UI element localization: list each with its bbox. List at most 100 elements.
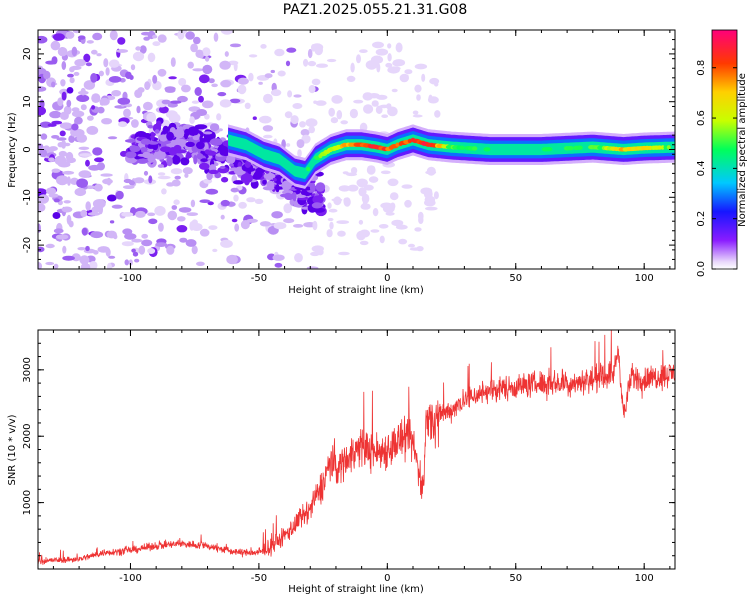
colorbar-tick-label: 0.6 — [696, 110, 707, 126]
noise-blob — [391, 88, 398, 93]
ridge-hotspot — [544, 147, 553, 152]
noise-blob — [380, 170, 391, 175]
noise-blob — [283, 203, 293, 214]
noise-blob — [345, 172, 358, 177]
noise-blob — [208, 225, 218, 231]
noise-blob — [150, 131, 155, 142]
noise-blob — [196, 141, 205, 150]
noise-blob — [85, 201, 91, 211]
noise-blob — [337, 230, 346, 237]
noise-blob — [154, 129, 160, 134]
noise-blob — [300, 129, 310, 136]
noise-blob — [113, 234, 118, 240]
noise-blob — [240, 173, 253, 184]
noise-blob — [157, 68, 167, 77]
x-tick-label: -100 — [119, 573, 142, 584]
noise-blob — [134, 258, 140, 263]
noise-blob — [296, 139, 305, 149]
noise-blob — [52, 212, 61, 219]
noise-blob — [61, 206, 73, 213]
noise-blob — [62, 245, 67, 254]
noise-blob — [133, 177, 145, 184]
noise-blob — [147, 124, 154, 129]
noise-blob — [108, 59, 120, 68]
noise-blob — [425, 170, 437, 175]
noise-blob — [371, 100, 379, 107]
noise-blob — [147, 212, 156, 217]
noise-blob — [404, 199, 412, 208]
noise-blob — [202, 100, 214, 109]
noise-blob — [398, 238, 408, 245]
noise-blob — [66, 214, 72, 225]
noise-blob — [208, 169, 219, 175]
noise-blob — [220, 30, 234, 35]
x-tick-label: 100 — [635, 573, 654, 584]
noise-blob — [312, 220, 318, 231]
noise-blob — [71, 123, 79, 131]
ridge-hotspot — [483, 147, 491, 152]
colorbar-label: Normalized spectral amplitude — [737, 73, 748, 227]
noise-blob — [140, 138, 151, 145]
noise-blob — [175, 137, 180, 142]
noise-blob — [199, 199, 211, 203]
noise-blob — [423, 189, 433, 199]
noise-blob — [71, 46, 78, 57]
noise-blob — [80, 104, 87, 111]
noise-blob — [238, 201, 247, 209]
noise-blob — [193, 36, 201, 45]
noise-blob — [115, 190, 124, 200]
noise-blob — [176, 225, 188, 233]
noise-blob — [45, 261, 55, 266]
y-tick-label: 1000 — [22, 490, 33, 515]
noise-blob — [143, 170, 149, 176]
noise-blob — [137, 87, 145, 93]
noise-blob — [131, 248, 136, 253]
noise-blob — [353, 99, 364, 104]
noise-blob — [307, 60, 317, 67]
noise-blob — [69, 66, 75, 73]
noise-blob — [153, 123, 161, 131]
noise-blob — [49, 110, 62, 119]
noise-blob — [340, 120, 349, 125]
noise-blob — [252, 174, 262, 180]
noise-blob — [359, 229, 370, 238]
noise-blob — [311, 202, 323, 209]
noise-blob — [336, 110, 343, 120]
noise-blob — [56, 234, 69, 240]
noise-blob — [171, 205, 178, 210]
noise-blob — [118, 121, 128, 128]
noise-blob — [81, 227, 88, 236]
noise-blob — [184, 128, 190, 135]
x-tick-label: -50 — [251, 573, 267, 584]
snr-y-label: SNR (10 * v/v) — [7, 414, 18, 485]
noise-blob — [365, 60, 378, 70]
noise-blob — [121, 212, 134, 217]
noise-blob — [162, 125, 169, 134]
noise-blob — [158, 134, 169, 142]
noise-blob — [401, 184, 413, 189]
noise-blob — [131, 238, 143, 243]
noise-blob — [307, 48, 313, 59]
noise-blob — [414, 63, 428, 70]
noise-blob — [198, 74, 210, 84]
noise-blob — [326, 58, 337, 63]
ridge-hotspot — [472, 146, 478, 151]
noise-blob — [194, 124, 208, 130]
noise-blob — [130, 64, 136, 71]
noise-blob — [259, 115, 272, 124]
noise-blob — [43, 70, 51, 80]
noise-blob — [91, 93, 101, 103]
spectrogram-x-label: Height of straight line (km) — [288, 285, 424, 296]
noise-blob — [66, 157, 76, 164]
noise-blob — [74, 187, 87, 197]
noise-blob — [86, 40, 94, 44]
noise-blob — [83, 80, 96, 90]
noise-blob — [80, 209, 88, 217]
noise-blob — [387, 53, 392, 62]
noise-blob — [76, 134, 88, 143]
noise-blob — [62, 255, 75, 261]
noise-blob — [158, 222, 164, 232]
noise-blob — [212, 248, 218, 253]
noise-blob — [404, 69, 413, 75]
noise-blob — [202, 64, 213, 75]
